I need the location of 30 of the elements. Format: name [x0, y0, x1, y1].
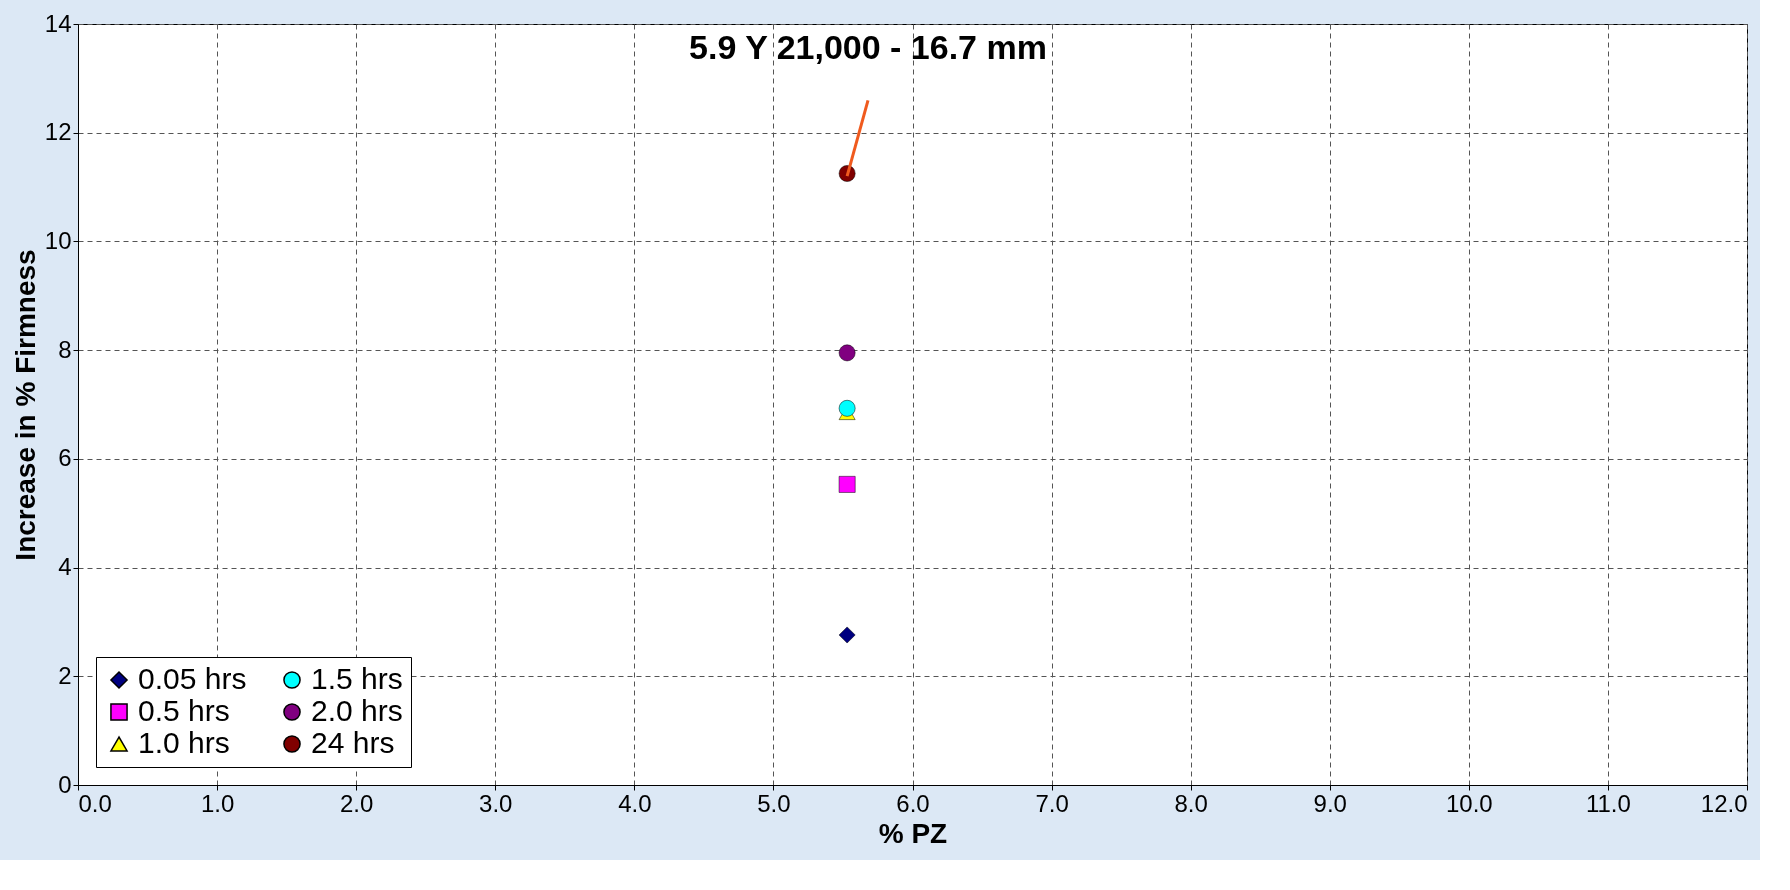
x-tick-label: 9.0	[1313, 789, 1347, 817]
x-tick-label: 12.0	[1700, 789, 1748, 817]
y-tick-label: 0	[58, 770, 72, 798]
x-tick-label: 8.0	[1174, 789, 1208, 817]
x-tick-label: 3.0	[479, 789, 513, 817]
legend-label: 1.5 hrs	[311, 662, 403, 695]
x-tick-label: 5.0	[757, 789, 791, 817]
y-tick-label: 14	[44, 9, 72, 37]
x-tick-label: 11.0	[1585, 789, 1631, 817]
x-tick-label: 0.0	[78, 789, 112, 817]
legend-label: 0.05 hrs	[138, 662, 247, 695]
x-tick-label: 2.0	[339, 789, 374, 817]
y-tick-label: 12	[44, 118, 72, 146]
annotation: 5.9 Y 21,000 - 16.7 mm	[689, 28, 1047, 67]
x-tick-label: 10.0	[1445, 789, 1493, 817]
x-tick-label: 4.0	[618, 789, 652, 817]
x-tick-label: 7.0	[1035, 789, 1069, 817]
legend-label: 0.5 hrs	[138, 694, 230, 727]
y-tick-label: 8	[58, 335, 72, 363]
y-tick-label: 6	[58, 444, 72, 472]
legend-label: 1.0 hrs	[138, 726, 230, 759]
y-axis-title: Increase in % Firmness	[9, 249, 41, 561]
y-tick-label: 2	[58, 661, 72, 689]
x-tick-label: 1.0	[200, 789, 235, 817]
legend-label: 2.0 hrs	[311, 694, 403, 727]
y-tick-label: 4	[58, 553, 72, 581]
x-axis-title: % PZ	[878, 817, 948, 849]
legend-label: 24 hrs	[311, 726, 395, 759]
x-tick-label: 6.0	[896, 789, 930, 817]
y-tick-label: 10	[44, 226, 72, 254]
